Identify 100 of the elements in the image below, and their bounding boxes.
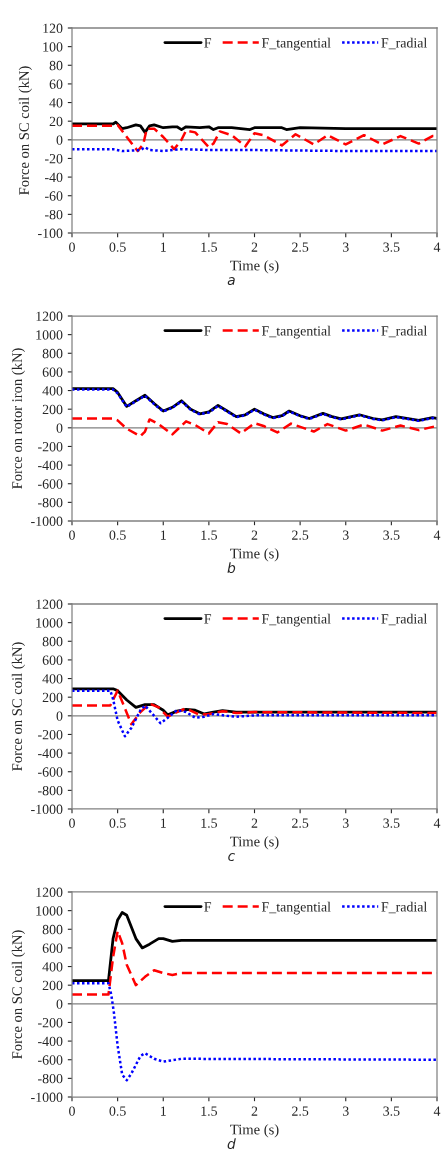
y-tick-label: -600 — [38, 479, 63, 489]
x-tick-label: 3 — [342, 242, 349, 252]
x-tick-label: 0 — [69, 818, 75, 828]
y-tick-label: -800 — [38, 785, 63, 796]
y-tick-label: -80 — [44, 209, 63, 220]
x-tick-label: 2.5 — [292, 1106, 309, 1116]
y-tick-label: 400 — [42, 674, 63, 684]
y-tick-label: -400 — [38, 460, 63, 471]
y-tick-label: -800 — [38, 1073, 63, 1084]
text: a — [227, 277, 235, 286]
y-tick-label: -800 — [38, 497, 63, 508]
x-tick-label: 3.5 — [383, 242, 400, 252]
y-tick-label: -200 — [38, 442, 63, 452]
legend-label: F — [204, 614, 212, 624]
legend-label: F_tangential — [261, 325, 331, 339]
y-tick-label: 80 — [49, 60, 63, 71]
y-tick-label: -1000 — [31, 804, 63, 814]
y-tick-label: 120 — [43, 23, 63, 33]
text: c — [228, 853, 236, 862]
y-tick-label: 800 — [42, 636, 63, 647]
y-tick-label: -20 — [44, 154, 63, 164]
y-tick-label: -60 — [44, 191, 63, 201]
x-tick-label: 0 — [69, 242, 75, 252]
y-tick-label: -200 — [38, 730, 63, 740]
x-tick-label: 1.5 — [201, 242, 218, 252]
y-tick-label: -1000 — [31, 1092, 63, 1102]
y-tick-label: 1000 — [36, 906, 63, 916]
x-tick-label: 1.5 — [201, 530, 218, 540]
x-tick-label: 3 — [342, 1106, 349, 1116]
y-axis-title: Force on SC coil (kN) — [18, 66, 32, 195]
legend-label: F_radial — [381, 325, 427, 338]
x-axis-title: Time (s) — [230, 548, 279, 562]
y-axis-title: Force on SC coil (kN) — [11, 930, 26, 1059]
y-tick-label: 400 — [42, 386, 63, 396]
x-tick-label: 3 — [342, 818, 349, 828]
y-tick-label: 600 — [42, 943, 63, 953]
y-tick-label: 600 — [42, 367, 63, 377]
y-tick-label: -600 — [38, 1055, 63, 1065]
x-tick-label: 4 — [433, 530, 441, 540]
legend-label: F_radial — [381, 613, 427, 626]
legend-label: F_radial — [381, 901, 427, 914]
line-series — [72, 689, 437, 726]
y-tick-label: 100 — [43, 42, 63, 52]
x-tick-label: 0 — [69, 1106, 75, 1116]
x-tick-label: 3.5 — [383, 530, 400, 540]
y-tick-label: -200 — [38, 1018, 63, 1028]
y-tick-label: -600 — [38, 767, 63, 777]
x-tick-label: 2 — [251, 818, 258, 828]
line-series — [72, 689, 437, 738]
y-tick-label: -100 — [38, 228, 63, 238]
x-tick-label: 1 — [161, 242, 166, 252]
x-tick-label: 3.5 — [383, 1106, 400, 1116]
legend-label: F — [204, 38, 212, 48]
x-tick-label: 3.5 — [383, 818, 400, 828]
legend-label: F_radial — [381, 37, 427, 50]
x-tick-label: 0 — [69, 530, 75, 540]
x-tick-label: 1.5 — [201, 1106, 218, 1116]
x-tick-label: 0.5 — [109, 818, 126, 828]
x-tick-label: 0.5 — [109, 242, 126, 252]
x-tick-label: 2 — [251, 530, 258, 540]
y-tick-label: 60 — [49, 79, 63, 89]
y-tick-label: 1200 — [36, 311, 63, 321]
y-axis-title: Force on SC coil (kN) — [11, 642, 26, 771]
y-tick-label: 200 — [42, 692, 63, 703]
x-tick-label: 2 — [251, 1106, 258, 1116]
x-axis-title: Time (s) — [230, 1124, 279, 1138]
x-tick-label: 1 — [161, 1106, 166, 1116]
line-series — [72, 417, 437, 438]
x-tick-label: 1.5 — [201, 818, 218, 828]
x-tick-label: 4 — [433, 818, 441, 828]
y-tick-label: 0 — [56, 135, 63, 145]
legend-label: F — [204, 902, 212, 912]
y-axis-title: Force on rotor iron (kN) — [11, 348, 26, 489]
y-tick-label: -40 — [44, 172, 63, 183]
y-tick-label: -400 — [38, 1036, 63, 1047]
y-tick-label: 1000 — [36, 330, 63, 340]
legend-label: F — [204, 326, 212, 336]
y-tick-label: 1000 — [36, 618, 63, 628]
y-tick-label: 800 — [42, 348, 63, 359]
text: b — [227, 562, 236, 574]
x-tick-label: 2.5 — [292, 530, 309, 540]
y-tick-label: 200 — [42, 404, 63, 415]
y-tick-label: 1200 — [36, 599, 63, 609]
y-tick-label: 0 — [56, 423, 63, 433]
legend-label: F_tangential — [261, 613, 331, 627]
y-tick-label: 0 — [56, 711, 63, 721]
x-tick-label: 4 — [433, 1106, 441, 1116]
x-axis-title: Time (s) — [230, 836, 279, 850]
y-tick-label: -1000 — [31, 516, 63, 526]
text: d — [227, 1138, 236, 1150]
y-tick-label: 200 — [42, 980, 63, 991]
y-tick-label: 40 — [49, 98, 63, 108]
x-tick-label: 0.5 — [109, 1106, 126, 1116]
x-tick-label: 2.5 — [292, 242, 309, 252]
x-tick-label: 1 — [161, 530, 166, 540]
line-series — [72, 982, 437, 1082]
legend-label: F_tangential — [261, 37, 331, 51]
y-tick-label: -400 — [38, 748, 63, 759]
y-tick-label: 1200 — [36, 887, 63, 897]
legend-label: F_tangential — [261, 901, 331, 915]
